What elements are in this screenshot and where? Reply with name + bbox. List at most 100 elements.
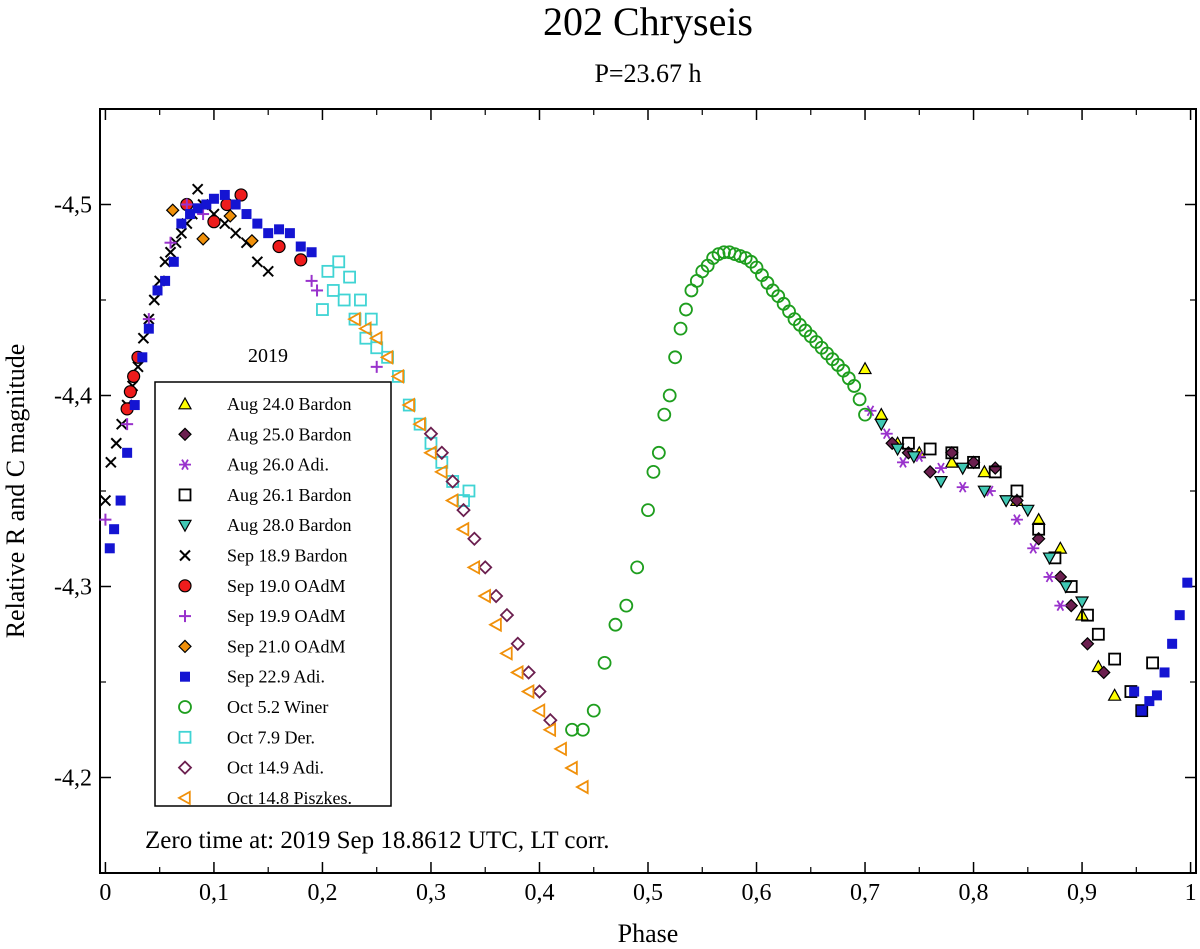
data-point xyxy=(619,598,634,613)
data-point xyxy=(966,455,981,470)
data-point xyxy=(1054,600,1067,612)
data-point xyxy=(185,209,196,220)
x-tick-label: 0,3 xyxy=(416,880,446,906)
legend-label: Sep 19.9 OAdM xyxy=(227,606,346,626)
data-point xyxy=(272,239,286,254)
data-point xyxy=(137,352,148,363)
data-point xyxy=(1174,610,1185,621)
legend-label: Aug 25.0 Bardon xyxy=(227,424,352,444)
data-point xyxy=(542,722,557,738)
data-point xyxy=(423,426,439,441)
data-point xyxy=(455,521,470,537)
legend-marker xyxy=(180,671,190,682)
legend-label: Sep 22.9 Adi. xyxy=(227,667,325,687)
data-point xyxy=(520,684,535,700)
series-2 xyxy=(864,405,1067,612)
series-6 xyxy=(120,188,308,416)
legend-marker xyxy=(177,519,193,533)
data-point xyxy=(1042,552,1057,566)
data-point xyxy=(1091,627,1105,641)
data-point xyxy=(456,502,471,518)
data-point xyxy=(168,256,179,267)
data-point xyxy=(207,215,221,229)
data-point xyxy=(368,330,383,346)
data-point xyxy=(326,284,340,297)
data-point xyxy=(110,437,122,449)
data-point xyxy=(956,481,969,493)
data-point xyxy=(945,446,959,460)
legend-label: Oct 14.8 Piszkes. xyxy=(227,788,352,808)
data-point xyxy=(1010,514,1023,526)
data-point xyxy=(1182,577,1193,588)
data-point xyxy=(122,447,133,458)
legend-marker xyxy=(179,549,191,562)
legend-label: Oct 5.2 Winer xyxy=(227,697,328,717)
data-point xyxy=(531,703,546,719)
legend-marker xyxy=(177,396,193,410)
legend-title: 2019 xyxy=(248,345,288,367)
data-point xyxy=(565,722,579,737)
data-point xyxy=(890,443,905,457)
data-point xyxy=(263,228,274,239)
data-point xyxy=(1136,705,1147,716)
data-point xyxy=(651,445,666,460)
data-point xyxy=(897,456,910,468)
data-point xyxy=(1129,686,1140,697)
data-point xyxy=(1107,688,1122,701)
legend: Aug 24.0 Bardon Aug 25.0 Bardon Aug 26.0 A… xyxy=(154,381,392,808)
data-point xyxy=(467,531,482,547)
y-tick-label: -4,4 xyxy=(54,384,92,410)
x-tick-label: 1 xyxy=(1185,880,1197,906)
data-point xyxy=(305,274,318,287)
data-point xyxy=(499,607,515,623)
legend-marker xyxy=(179,610,191,623)
data-point xyxy=(902,436,915,450)
data-point xyxy=(499,645,513,661)
y-axis-label: Relative R and C magnitude xyxy=(1,344,30,639)
data-point xyxy=(241,209,252,220)
legend-label: Sep 19.0 OAdM xyxy=(227,576,346,596)
data-point xyxy=(223,209,238,223)
data-point xyxy=(347,311,361,327)
y-tick-label: -4,3 xyxy=(54,575,92,601)
data-point xyxy=(646,464,661,479)
data-point xyxy=(121,418,134,431)
data-point xyxy=(123,385,137,399)
data-point xyxy=(142,313,155,326)
data-point xyxy=(944,455,959,468)
legend-marker xyxy=(178,730,192,744)
data-point xyxy=(164,246,177,258)
data-point xyxy=(105,456,117,469)
data-point xyxy=(262,265,274,278)
data-point xyxy=(668,350,683,365)
data-point xyxy=(343,270,356,284)
y-tick-label: -4,2 xyxy=(54,766,92,792)
data-point xyxy=(988,465,1002,479)
data-point xyxy=(488,588,504,604)
data-point xyxy=(316,303,329,316)
legend-label: Oct 7.9 Der. xyxy=(227,727,315,747)
data-point xyxy=(99,513,112,526)
data-point xyxy=(852,392,867,407)
legend-label: Aug 24.0 Bardon xyxy=(227,394,352,414)
data-point xyxy=(104,543,115,554)
series-0 xyxy=(858,361,1122,701)
series-1 xyxy=(885,436,1111,680)
data-point xyxy=(332,255,346,269)
data-point xyxy=(597,656,612,670)
data-point xyxy=(967,455,980,469)
data-point xyxy=(251,256,264,268)
data-point xyxy=(274,224,285,235)
x-tick-label: 0,2 xyxy=(307,880,337,906)
data-point xyxy=(477,560,493,575)
data-point xyxy=(109,524,120,535)
data-point xyxy=(192,203,203,214)
data-point xyxy=(510,636,526,652)
chart-title: 202 Chryseis xyxy=(543,0,753,44)
data-point xyxy=(401,397,415,413)
data-point xyxy=(358,321,372,337)
data-point xyxy=(630,560,645,575)
data-point xyxy=(1043,571,1056,583)
data-point xyxy=(294,253,308,267)
data-point xyxy=(137,332,150,344)
